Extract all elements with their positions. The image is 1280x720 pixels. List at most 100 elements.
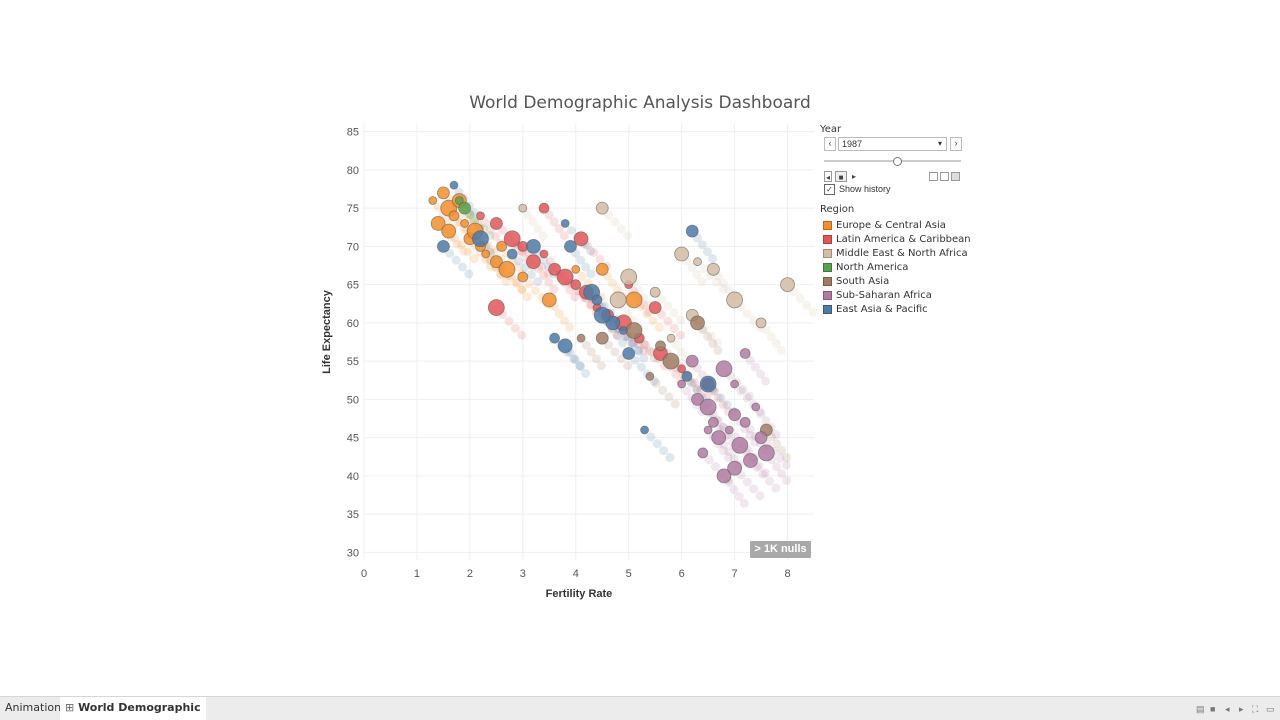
data-point: [681, 371, 693, 382]
history-trail-point: [538, 231, 548, 241]
history-trail-point: [756, 409, 766, 419]
next-sheet-icon[interactable]: ▸: [1239, 704, 1244, 714]
history-trail-point: [719, 278, 729, 288]
data-point: [557, 338, 573, 354]
filmstrip-icon[interactable]: ■: [1210, 704, 1216, 714]
legend-item[interactable]: Middle East & North Africa: [823, 246, 971, 260]
history-trail-point: [651, 378, 661, 388]
y-tick-label: 65: [347, 280, 359, 292]
history-trail-point: [612, 330, 622, 340]
history-trail-point: [708, 254, 718, 264]
checkbox-checked-icon[interactable]: ✓: [824, 184, 835, 196]
prev-sheet-icon[interactable]: ◂: [1225, 704, 1230, 714]
legend-item[interactable]: Europe & Central Asia: [823, 218, 971, 232]
nulls-indicator[interactable]: > 1K nulls: [750, 541, 811, 558]
history-trail-point: [433, 202, 443, 212]
data-point: [726, 291, 743, 309]
history-trail-point: [745, 355, 755, 365]
step-back-button[interactable]: ◂: [824, 171, 832, 182]
data-point: [489, 255, 503, 269]
data-point: [677, 364, 687, 374]
legend-item[interactable]: South Asia: [823, 274, 971, 288]
history-trail-point: [729, 453, 739, 463]
history-trail-point: [463, 247, 473, 257]
history-trail-point: [670, 399, 680, 409]
history-trail-point: [489, 247, 499, 257]
year-next-button[interactable]: ›: [950, 137, 962, 151]
history-trail-point: [648, 316, 658, 326]
history-trail-point: [646, 432, 656, 442]
history-trail-point: [669, 323, 679, 333]
dashboard-title: World Demographic Analysis Dashboard: [469, 93, 811, 113]
speed-medium-button[interactable]: [940, 172, 949, 181]
presentation-icon[interactable]: ▭: [1266, 704, 1275, 714]
history-trail-point: [711, 462, 721, 472]
history-trail-point: [510, 277, 520, 287]
fullscreen-icon[interactable]: ⛶: [1252, 704, 1259, 714]
history-trail-point: [718, 446, 728, 456]
legend-item[interactable]: North America: [823, 260, 971, 274]
history-trail-point: [591, 354, 601, 364]
history-trail-point: [665, 453, 675, 463]
data-point: [685, 224, 699, 238]
legend-label: Europe & Central Asia: [836, 219, 946, 231]
data-point: [703, 425, 713, 435]
year-slider[interactable]: [824, 157, 961, 166]
data-point: [570, 279, 582, 291]
speed-fast-button[interactable]: [951, 172, 960, 181]
legend-swatch: [823, 248, 832, 258]
history-trail-point: [704, 455, 714, 465]
x-tick-label: 4: [573, 568, 579, 580]
history-trail-point: [676, 347, 686, 357]
data-point: [674, 246, 690, 262]
show-history-toggle[interactable]: ✓ Show history: [824, 184, 891, 196]
stop-button[interactable]: ■: [835, 171, 847, 182]
history-trail-point: [549, 284, 559, 294]
data-point: [677, 379, 687, 389]
y-tick-label: 80: [347, 165, 359, 177]
grid-view-icon[interactable]: ▤: [1196, 704, 1205, 714]
history-trail-point: [776, 345, 786, 355]
y-tick-label: 50: [347, 394, 359, 406]
data-point: [755, 317, 767, 329]
legend-item[interactable]: Sub-Saharan Africa: [823, 288, 971, 302]
speed-slow-button[interactable]: [929, 172, 938, 181]
playback-controls: ◂ ■ ▸: [824, 171, 962, 183]
legend-item[interactable]: East Asia & Pacific: [823, 302, 971, 316]
history-trail-point: [586, 347, 596, 357]
legend-item[interactable]: Latin America & Caribbean: [823, 232, 971, 246]
tab-animation-label: Animation: [5, 701, 62, 714]
history-trail-point: [451, 255, 461, 265]
tab-animation[interactable]: Animation: [0, 697, 66, 720]
data-point: [711, 430, 727, 446]
caret-down-icon: ▾: [937, 139, 942, 148]
step-forward-button[interactable]: ▸: [850, 171, 858, 182]
history-trail-point: [777, 469, 787, 479]
data-point: [472, 230, 489, 248]
history-trail-point: [692, 385, 702, 395]
history-trail-point: [517, 284, 527, 294]
x-tick-label: 1: [414, 568, 420, 580]
history-trail-point: [577, 271, 587, 281]
data-point: [460, 219, 469, 228]
data-point: [739, 348, 751, 359]
scatter-chart[interactable]: 0 1 2 3 4 5 6 7 8303540455055606570758085Fertili…: [318, 118, 818, 608]
year-dropdown[interactable]: 1987 ▾: [838, 137, 947, 151]
y-tick-label: 45: [347, 433, 359, 445]
data-point: [707, 262, 720, 276]
history-trail-point: [765, 476, 775, 486]
legend-swatch: [823, 234, 832, 244]
data-point: [625, 291, 643, 309]
y-axis-label: Life Expectancy: [321, 289, 333, 374]
data-point: [757, 444, 775, 462]
x-tick-label: 3: [520, 568, 526, 580]
year-prev-button[interactable]: ‹: [824, 137, 836, 151]
history-trail-point: [501, 277, 511, 287]
year-slider-thumb[interactable]: [893, 157, 902, 166]
history-trail-point: [742, 393, 752, 403]
tab-world-demographic[interactable]: ⊞ World Demographic: [60, 697, 206, 720]
y-tick-label: 35: [347, 509, 359, 521]
history-trail-point: [575, 361, 585, 371]
history-trail-point: [671, 340, 681, 350]
history-trail-point: [742, 477, 752, 487]
